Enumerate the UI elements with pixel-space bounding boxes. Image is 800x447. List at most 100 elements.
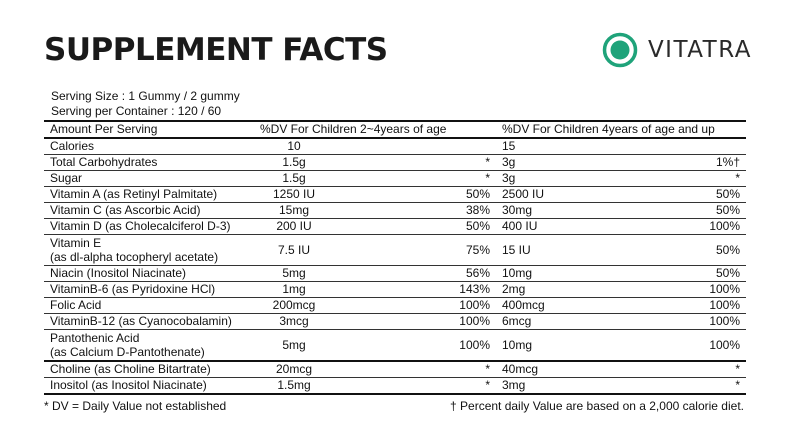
table-row: Vitamin A (as Retinyl Palmitate) 1250 IU 5… [44, 186, 747, 203]
vitatra-logo-icon [602, 32, 638, 68]
table-row: VitaminB-12 (as Cyanocobalamin) 3mcg 100% 6… [44, 313, 747, 330]
nutrient-name: Pantothenic Acid (as Calcium D-Pantothena… [44, 329, 254, 362]
dv-children-2-4: * [334, 377, 496, 395]
amount-children-4-up: 400mcg [496, 297, 576, 314]
dv-children-2-4 [334, 138, 496, 155]
nutrient-name-line1: Vitamin A (as Retinyl Palmitate) [50, 187, 218, 201]
table-row: Choline (as Choline Bitartrate) 20mcg * 40m… [44, 361, 747, 378]
nutrient-name-line1: Total Carbohydrates [50, 155, 158, 169]
dv-children-4-up: 50% [576, 265, 747, 282]
dv-children-2-4: 50% [334, 218, 496, 235]
dv-children-4-up: 100% [576, 313, 747, 330]
dv-children-2-4: 75% [334, 234, 496, 266]
amount-children-4-up: 400 IU [496, 218, 576, 235]
table-header-row: Amount Per Serving %DV For Children 2~4y… [44, 120, 747, 139]
amount-children-4-up: 30mg [496, 202, 576, 219]
amount-children-2-4: 1.5mg [254, 377, 334, 395]
amount-children-4-up: 15 IU [496, 234, 576, 266]
dv-children-4-up: 100% [576, 297, 747, 314]
dv-children-4-up: 100% [576, 329, 747, 362]
table-row: Sugar 1.5g * 3g * [44, 170, 747, 187]
dv-children-4-up [576, 138, 747, 155]
table-row: Folic Acid 200mcg 100% 400mcg 100% [44, 297, 747, 314]
dv-children-2-4: 100% [334, 297, 496, 314]
table-row: Vitamin C (as Ascorbic Acid) 15mg 38% 30mg 5… [44, 202, 747, 219]
nutrient-name: VitaminB-12 (as Cyanocobalamin) [44, 313, 254, 330]
dv-children-2-4: 100% [334, 313, 496, 330]
dv-children-4-up: * [576, 361, 747, 378]
amount-children-2-4: 5mg [254, 329, 334, 362]
table-row: Vitamin E (as dl-alpha tocopheryl acetate… [44, 234, 747, 266]
nutrient-name-line1: Vitamin D (as Cholecalciferol D-3) [50, 219, 231, 233]
nutrient-name-line1: Folic Acid [50, 298, 102, 312]
dv-children-4-up: * [576, 170, 747, 187]
nutrient-name: Calories [44, 138, 254, 155]
amount-children-2-4: 20mcg [254, 361, 334, 378]
nutrient-name: Vitamin C (as Ascorbic Acid) [44, 202, 254, 219]
amount-children-2-4: 3mcg [254, 313, 334, 330]
brand-name: VITATRA [647, 37, 752, 63]
page-title: SUPPLEMENT FACTS [44, 32, 388, 68]
footnote-dv: * DV = Daily Value not established [44, 399, 227, 413]
header-amount-per-serving: Amount Per Serving [44, 120, 254, 139]
dv-children-2-4: 56% [334, 265, 496, 282]
table-row: Total Carbohydrates 1.5g * 3g 1%† [44, 154, 747, 171]
amount-children-4-up: 3mg [496, 377, 576, 395]
supplement-facts-table: Amount Per Serving %DV For Children 2~4y… [44, 120, 747, 395]
nutrient-name: Vitamin D (as Cholecalciferol D-3) [44, 218, 254, 235]
dv-children-2-4: 50% [334, 186, 496, 203]
amount-children-2-4: 10 [254, 138, 334, 155]
amount-children-4-up: 6mcg [496, 313, 576, 330]
dv-children-4-up: 100% [576, 281, 747, 298]
dv-children-2-4: * [334, 154, 496, 171]
dv-children-2-4: 143% [334, 281, 496, 298]
header-dv-children-4-up: %DV For Children 4years of age and up [496, 120, 747, 139]
footnote-percent-daily: † Percent daily Value are based on a 2,0… [450, 399, 744, 413]
nutrient-name: Vitamin E (as dl-alpha tocopheryl acetate… [44, 234, 254, 266]
amount-children-2-4: 5mg [254, 265, 334, 282]
nutrient-name-line1: Vitamin C (as Ascorbic Acid) [50, 203, 201, 217]
nutrient-name: VitaminB-6 (as Pyridoxine HCl) [44, 281, 254, 298]
amount-children-2-4: 1mg [254, 281, 334, 298]
nutrient-name: Inositol (as Inositol Niacinate) [44, 377, 254, 395]
amount-children-2-4: 200 IU [254, 218, 334, 235]
table-row: Inositol (as Inositol Niacinate) 1.5mg * 3m… [44, 377, 747, 395]
amount-children-4-up: 10mg [496, 329, 576, 362]
nutrient-name-line1: Sugar [50, 171, 83, 185]
amount-children-4-up: 15 [496, 138, 576, 155]
nutrient-name-line1: Inositol (as Inositol Niacinate) [50, 378, 207, 392]
nutrient-name: Total Carbohydrates [44, 154, 254, 171]
brand-logo: VITATRA [602, 30, 752, 70]
nutrient-name-line1: VitaminB-6 (as Pyridoxine HCl) [50, 282, 216, 296]
serving-size: Serving Size : 1 Gummy / 2 gummy [51, 89, 240, 103]
amount-children-4-up: 40mcg [496, 361, 576, 378]
nutrient-name-line1: Vitamin E [50, 236, 102, 250]
nutrient-name-line1: VitaminB-12 (as Cyanocobalamin) [50, 314, 232, 328]
nutrient-name: Sugar [44, 170, 254, 187]
amount-children-2-4: 1.5g [254, 170, 334, 187]
table-row: VitaminB-6 (as Pyridoxine HCl) 1mg 143% 2mg… [44, 281, 747, 298]
nutrient-name: Choline (as Choline Bitartrate) [44, 361, 254, 378]
nutrient-name-line2: (as Calcium D-Pantothenate) [50, 345, 205, 359]
nutrient-name-line1: Pantothenic Acid [50, 331, 140, 345]
dv-children-4-up: 1%† [576, 154, 747, 171]
amount-children-4-up: 2mg [496, 281, 576, 298]
nutrient-name: Niacin (Inositol Niacinate) [44, 265, 254, 282]
nutrient-name-line1: Choline (as Choline Bitartrate) [50, 362, 211, 376]
nutrient-name-line2: (as dl-alpha tocopheryl acetate) [50, 250, 219, 264]
amount-children-2-4: 15mg [254, 202, 334, 219]
amount-children-2-4: 1.5g [254, 154, 334, 171]
dv-children-4-up: 50% [576, 202, 747, 219]
header-dv-children-2-4: %DV For Children 2~4years of age [254, 120, 496, 139]
dv-children-4-up: * [576, 377, 747, 395]
amount-children-4-up: 10mg [496, 265, 576, 282]
nutrient-name-line1: Calories [50, 139, 95, 153]
dv-children-4-up: 50% [576, 186, 747, 203]
table-row: Vitamin D (as Cholecalciferol D-3) 200 IU… [44, 218, 747, 235]
servings-per-container: Serving per Container : 120 / 60 [51, 104, 222, 118]
amount-children-2-4: 200mcg [254, 297, 334, 314]
amount-children-2-4: 1250 IU [254, 186, 334, 203]
table-row: Niacin (Inositol Niacinate) 5mg 56% 10mg 50% [44, 265, 747, 282]
dv-children-2-4: * [334, 361, 496, 378]
amount-children-4-up: 3g [496, 154, 576, 171]
